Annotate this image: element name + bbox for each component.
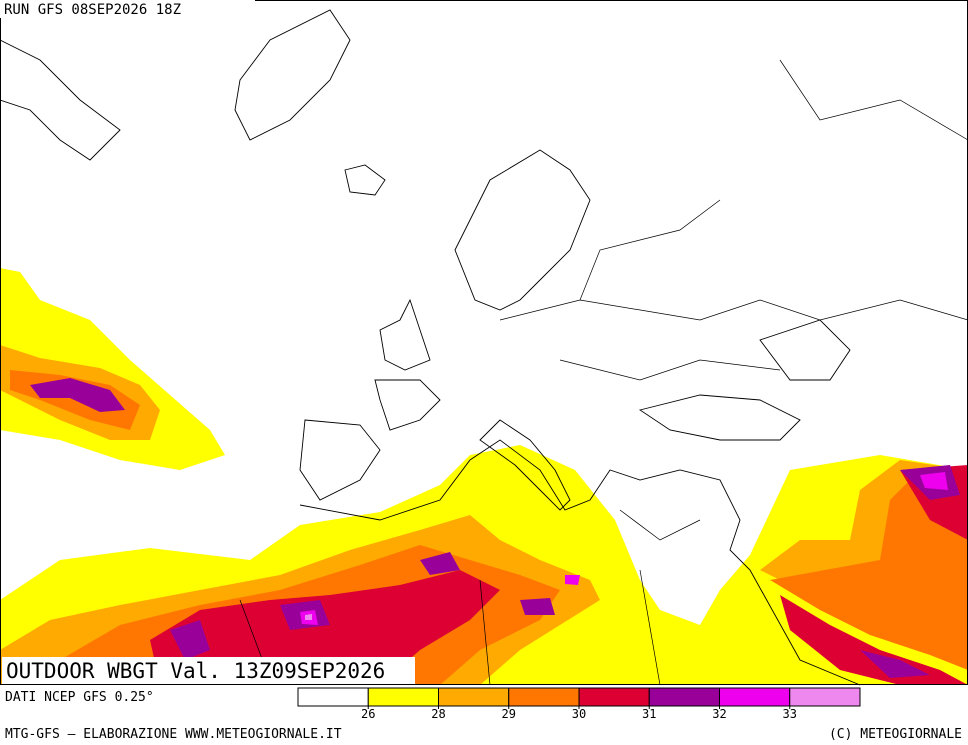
color-bin	[789, 687, 861, 707]
run-label: RUN GFS 08SEP2026 18Z	[4, 2, 181, 18]
tick-label: 32	[712, 707, 726, 721]
wbgt-area	[770, 470, 968, 670]
colorbar: 26 28 29 30 31 32 33	[297, 687, 861, 721]
wbgt-area	[30, 378, 125, 412]
tick-label: 29	[502, 707, 516, 721]
title-bg	[2, 657, 415, 684]
color-bin	[719, 687, 791, 707]
footer-left: MTG-GFS — ELABORAZIONE WWW.METEOGIORNALE…	[5, 727, 342, 742]
color-bin	[578, 687, 650, 707]
source-label: DATI NCEP GFS 0.25°	[5, 690, 154, 705]
tick-label: 28	[431, 707, 445, 721]
wbgt-area	[0, 268, 225, 470]
color-bin	[297, 687, 369, 707]
color-bin	[438, 687, 510, 707]
wbgt-area	[305, 614, 312, 620]
footer-right: (C) METEOGIORNALE	[829, 727, 962, 742]
wbgt-field	[0, 268, 968, 685]
coastlines	[0, 9, 968, 686]
tick-label: 30	[572, 707, 586, 721]
wbgt-area	[780, 595, 968, 685]
map-title: OUTDOOR WBGT Val. 13Z09SEP2026	[6, 659, 385, 683]
tick-label: 33	[783, 707, 797, 721]
header-bg	[0, 0, 255, 18]
color-bin	[367, 687, 439, 707]
wbgt-area	[150, 570, 500, 685]
color-bin	[508, 687, 580, 707]
color-bin	[648, 687, 720, 707]
tick-label: 26	[361, 707, 375, 721]
tick-label: 31	[642, 707, 656, 721]
wbgt-area	[170, 465, 960, 678]
